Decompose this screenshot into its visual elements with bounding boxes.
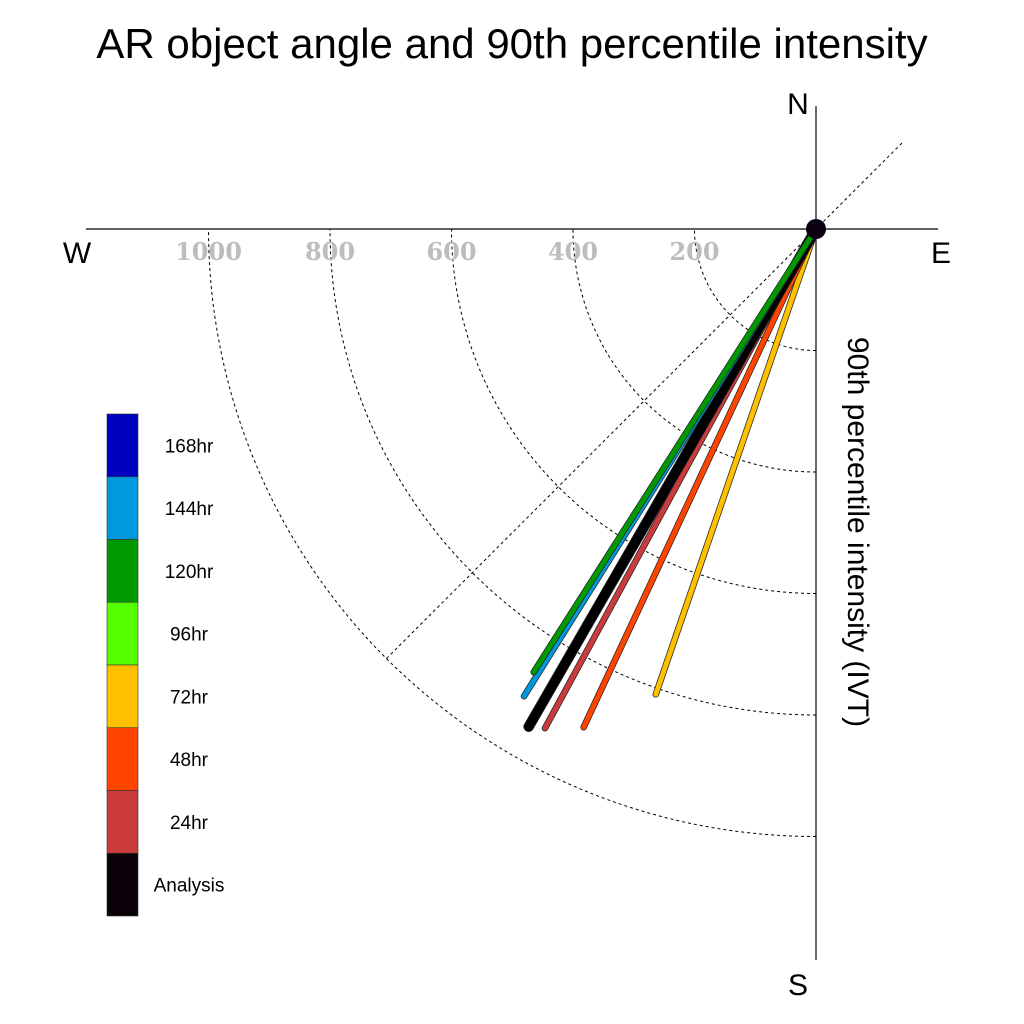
legend-label-analysis: Analysis	[154, 876, 225, 897]
series-120hr	[530, 225, 820, 676]
tick-label-200: 200	[669, 237, 719, 266]
legend-swatch-144hr	[106, 476, 139, 540]
tick-label-400: 400	[548, 237, 598, 266]
ring-400	[572, 228, 817, 473]
compass-north: N	[787, 88, 809, 121]
legend-swatch-168hr	[106, 413, 139, 478]
tick-label-600: 600	[426, 237, 476, 266]
series-line	[581, 226, 819, 730]
legend-swatch-analysis	[106, 852, 139, 917]
legend-label-96hr: 96hr	[170, 625, 209, 646]
legend-swatch-72hr	[106, 664, 139, 729]
series-48hr	[580, 225, 820, 731]
series-line	[653, 226, 819, 697]
compass-west: W	[63, 237, 92, 270]
origin-marker	[806, 219, 826, 239]
legend-swatch-96hr	[106, 601, 139, 666]
legend-label-120hr: 120hr	[165, 562, 214, 583]
legend-label-144hr: 144hr	[165, 499, 214, 520]
ring-1000	[208, 228, 817, 837]
series-line	[531, 226, 819, 675]
y-axis-label: 90th percentile intensity (IVT)	[841, 337, 874, 727]
tick-label-1000: 1000	[175, 237, 242, 266]
legend-swatch-48hr	[106, 727, 139, 791]
forecast-lines	[520, 223, 822, 732]
series-analysis	[523, 223, 822, 732]
series-72hr	[652, 225, 820, 698]
legend-label-168hr: 168hr	[165, 436, 214, 457]
legend-label-48hr: 48hr	[170, 750, 209, 771]
compass-south: S	[788, 969, 808, 1002]
chart-title: AR object angle and 90th percentile inte…	[96, 20, 927, 67]
ring-600	[451, 228, 817, 594]
radial-tick-labels: 1000 800 600 400 200	[175, 237, 719, 266]
ring-800	[329, 228, 817, 716]
diagonal-guide	[386, 142, 903, 659]
legend-label-72hr: 72hr	[170, 687, 209, 708]
ring-200	[694, 228, 817, 351]
compass-east: E	[931, 237, 951, 270]
legend: 168hr 144hr 120hr 96hr 72hr 48hr 24hr Analysis	[106, 413, 225, 917]
legend-swatch-120hr	[106, 539, 139, 603]
series-line	[524, 224, 821, 732]
legend-swatch-24hr	[106, 790, 139, 854]
tick-label-800: 800	[305, 237, 355, 266]
legend-label-24hr: 24hr	[170, 813, 209, 834]
